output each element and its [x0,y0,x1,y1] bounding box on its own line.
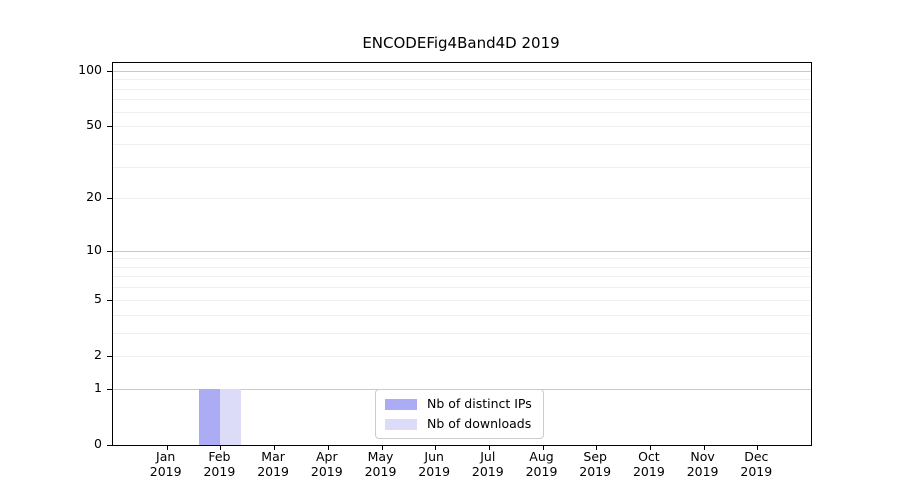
legend-swatch-downloads [385,418,417,430]
y-tick-label: 10 [86,241,102,257]
gridline-minor [113,198,811,200]
y-tick-label: 100 [78,61,102,77]
y-tick-label: 0 [94,436,102,451]
gridline-minor [113,111,811,113]
bar-nb-of-downloads [220,388,242,445]
x-tick-mark [649,445,651,450]
x-tick-mark [220,445,222,450]
x-tick-label: May 2019 [364,449,397,479]
x-tick-mark [381,445,383,450]
gridline-minor [113,314,811,316]
y-tick-mark [107,299,113,301]
x-tick-mark [435,445,437,450]
gridline-minor [113,126,811,128]
x-tick-mark [274,445,276,450]
y-tick-mark [107,198,113,200]
legend-swatch-distinct-ips [385,398,417,410]
gridline-minor [113,99,811,101]
gridline-minor [113,143,811,145]
x-tick-label: Feb 2019 [203,449,236,479]
y-tick-label: 5 [94,290,102,306]
gridline-minor [113,88,811,90]
y-tick-mark [107,355,113,357]
y-tick-label: 50 [86,117,102,133]
gridline-minor [113,266,811,268]
legend-entry-downloads: Nb of downloads [385,416,532,432]
plot-area: Nb of distinct IPs Nb of downloads [107,62,812,450]
y-tick-mark [107,70,113,72]
y-tick-label: 1 [94,379,102,395]
x-tick-mark [488,445,490,450]
x-tick-label: Jul 2019 [471,449,504,479]
gridline-minor [113,332,811,334]
gridline-minor [113,276,811,278]
gridline-minor [113,299,811,301]
y-tick-mark [107,445,113,446]
x-tick-label: Jan 2019 [149,449,182,479]
x-tick-label: Nov 2019 [686,449,719,479]
x-tick-label: Apr 2019 [310,449,343,479]
x-tick-label: Aug 2019 [525,449,558,479]
x-tick-label: Sep 2019 [579,449,612,479]
legend-label-distinct-ips: Nb of distinct IPs [427,396,532,411]
legend: Nb of distinct IPs Nb of downloads [375,389,544,439]
y-tick-mark [107,126,113,128]
legend-label-downloads: Nb of downloads [427,416,532,431]
x-tick-mark [596,445,598,450]
gridline-minor [113,287,811,289]
chart-title: ENCODEFig4Band4D 2019 [362,34,560,52]
gridline-major [113,70,811,72]
y-tick-mark [107,388,113,390]
y-tick-label: 2 [94,346,102,362]
y-tick-mark [107,250,113,252]
x-tick-mark [166,445,168,450]
x-tick-mark [542,445,544,450]
x-tick-label: Oct 2019 [632,449,665,479]
bar-nb-of-distinct-ips [199,388,221,445]
gridline-major [113,250,811,252]
y-tick-label: 20 [86,189,102,205]
gridline-minor [113,79,811,81]
x-tick-label: Dec 2019 [740,449,773,479]
legend-entry-distinct-ips: Nb of distinct IPs [385,396,532,412]
x-tick-label: Mar 2019 [257,449,289,479]
gridline-minor [113,258,811,260]
gridline-minor [113,166,811,168]
x-tick-mark [703,445,705,450]
x-tick-mark [327,445,329,450]
gridline-minor [113,355,811,357]
x-tick-label: Jun 2019 [418,449,451,479]
x-tick-mark [757,445,759,450]
